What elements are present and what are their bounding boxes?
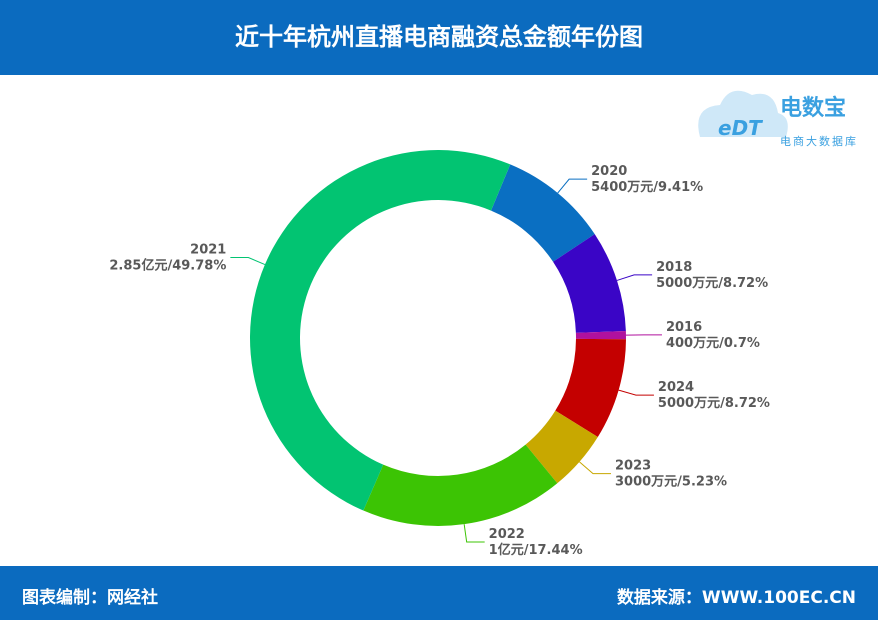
- logo: eDT 电数宝 电商大数据库: [698, 90, 858, 148]
- category-label: 2018: [656, 260, 692, 275]
- logo-cloud: [698, 90, 788, 137]
- category-label: 2016: [666, 320, 702, 335]
- donut-segment: [575, 331, 626, 340]
- category-label: 2024: [658, 380, 694, 395]
- leader-line: [618, 389, 654, 396]
- value-label: 5000万元/8.72%: [658, 396, 770, 411]
- logo-mark: eDT: [718, 116, 763, 140]
- category-label: 2023: [615, 459, 651, 474]
- logo-name: 电数宝: [780, 95, 846, 121]
- value-label: 1亿元/17.44%: [489, 542, 583, 558]
- leader-line: [557, 178, 588, 194]
- category-label: 2020: [591, 164, 627, 179]
- leader-line: [463, 524, 485, 543]
- leader-line: [579, 461, 612, 475]
- donut-segment: [250, 150, 511, 511]
- donut-segment: [553, 234, 626, 333]
- value-label: 5000万元/8.72%: [656, 276, 768, 291]
- footer-left: 图表编制：网经社: [22, 588, 158, 608]
- value-label: 3000万元/5.23%: [615, 475, 727, 490]
- logo-subtitle: 电商大数据库: [780, 134, 858, 148]
- donut-segment: [555, 338, 626, 438]
- chart: eDT 电数宝 电商大数据库 20205400万元/9.41%20185000万…: [109, 90, 858, 558]
- leader-line: [616, 274, 653, 281]
- footer-right: 数据来源：WWW.100EC.CN: [616, 588, 856, 608]
- leader-line: [230, 257, 266, 266]
- donut-segment: [525, 410, 598, 484]
- donut-segment: [363, 444, 558, 526]
- footer: 图表编制：网经社 数据来源：WWW.100EC.CN: [0, 566, 878, 620]
- category-label: 2022: [489, 527, 525, 542]
- category-label: 2021: [190, 243, 226, 258]
- header: 近十年杭州直播电商融资总金额年份图: [0, 0, 878, 75]
- donut-segment: [491, 164, 595, 262]
- value-label: 5400万元/9.41%: [591, 180, 703, 195]
- value-label: 2.85亿元/49.78%: [109, 258, 226, 274]
- title: 近十年杭州直播电商融资总金额年份图: [235, 23, 643, 51]
- value-label: 400万元/0.7%: [666, 336, 760, 351]
